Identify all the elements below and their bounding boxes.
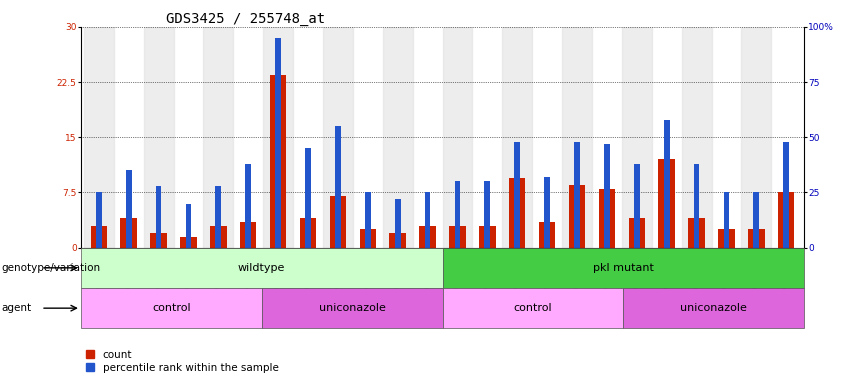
Bar [180,237,197,248]
Bar [360,229,376,248]
Bar [449,226,465,248]
Bar [262,288,443,328]
Bar [420,226,436,248]
Bar [682,27,711,248]
Text: wildtype: wildtype [238,263,285,273]
Bar [622,27,652,248]
Bar [688,218,705,248]
Bar [329,196,346,248]
Bar [90,226,107,248]
Bar [484,182,490,248]
Bar [390,233,406,248]
Bar [263,27,293,248]
Bar [623,288,804,328]
Bar [151,233,167,248]
Bar [502,27,532,248]
Bar [784,142,789,248]
Legend: count, percentile rank within the sample: count, percentile rank within the sample [86,350,278,373]
Bar [81,248,443,288]
Bar [574,142,580,248]
Text: control: control [514,303,552,313]
Bar [245,164,251,248]
Bar [604,144,610,248]
Bar [741,27,771,248]
Bar [454,182,460,248]
Bar [659,159,675,248]
Bar [664,120,670,248]
Bar [778,192,795,248]
Bar [753,192,759,248]
Bar [562,27,592,248]
Bar [335,126,340,248]
Text: GDS3425 / 255748_at: GDS3425 / 255748_at [166,12,325,25]
Bar [383,27,413,248]
Text: agent: agent [2,303,31,313]
Text: pkl mutant: pkl mutant [593,263,654,273]
Bar [270,75,286,248]
Bar [509,178,525,248]
Bar [240,222,256,248]
Bar [514,142,520,248]
Bar [210,226,226,248]
Bar [545,177,550,248]
Bar [443,27,472,248]
Text: uniconazole: uniconazole [318,303,386,313]
Text: control: control [152,303,191,313]
Bar [748,229,764,248]
Text: genotype/variation: genotype/variation [2,263,100,273]
Bar [365,192,371,248]
Bar [723,192,729,248]
Text: uniconazole: uniconazole [680,303,747,313]
Bar [300,218,317,248]
Bar [479,226,495,248]
Bar [443,288,623,328]
Bar [443,248,804,288]
Bar [186,204,191,248]
Bar [425,192,431,248]
Bar [634,164,640,248]
Bar [81,288,262,328]
Bar [126,170,132,248]
Bar [694,164,700,248]
Bar [121,218,137,248]
Bar [215,186,221,248]
Bar [275,38,281,248]
Bar [144,27,174,248]
Bar [156,186,162,248]
Bar [203,27,233,248]
Bar [96,192,101,248]
Bar [599,189,615,248]
Bar [323,27,353,248]
Bar [84,27,114,248]
Bar [395,199,401,248]
Bar [718,229,734,248]
Bar [568,185,585,248]
Bar [306,148,311,248]
Bar [539,222,556,248]
Bar [629,218,645,248]
